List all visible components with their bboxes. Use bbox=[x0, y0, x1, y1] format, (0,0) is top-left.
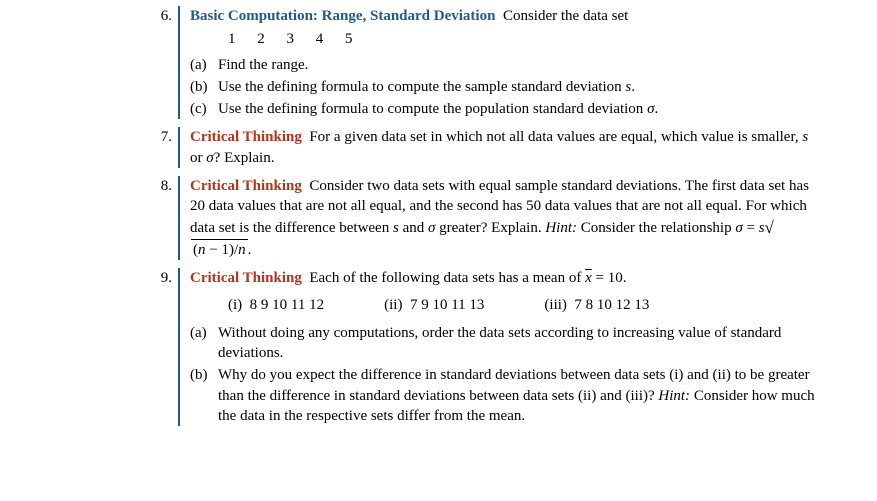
problem-lead: Consider the data set bbox=[503, 8, 628, 24]
data-values: 1 2 3 4 5 bbox=[190, 29, 817, 49]
problem-7: 7. Critical Thinking For a given data se… bbox=[150, 127, 817, 168]
roman-datasets: (i) 8 9 10 11 12 (ii) 7 9 10 11 13 (iii)… bbox=[190, 295, 817, 315]
problem-number: 9. bbox=[150, 268, 178, 426]
subpart-b: (b) Use the defining formula to compute … bbox=[190, 77, 817, 97]
problem-title: Critical Thinking bbox=[190, 178, 302, 194]
subpart-c-text: Use the defining formula to compute the … bbox=[218, 99, 817, 119]
problem-number: 6. bbox=[150, 6, 178, 119]
problem-8: 8. Critical Thinking Consider two data s… bbox=[150, 176, 817, 261]
problem-body: Basic Computation: Range, Standard Devia… bbox=[178, 6, 817, 119]
problem-number: 7. bbox=[150, 127, 178, 168]
subpart-b: (b) Why do you expect the difference in … bbox=[190, 365, 817, 426]
subpart-a: (a) Find the range. bbox=[190, 55, 817, 75]
problem-body: Critical Thinking Each of the following … bbox=[178, 268, 817, 426]
subpart-a: (a) Without doing any computations, orde… bbox=[190, 323, 817, 364]
problem-body: Critical Thinking Consider two data sets… bbox=[178, 176, 817, 261]
problem-title: Critical Thinking bbox=[190, 270, 302, 286]
dataset-iii: (iii) 7 8 10 12 13 bbox=[544, 295, 649, 315]
dataset-i: (i) 8 9 10 11 12 bbox=[228, 295, 324, 315]
problem-title: Basic Computation: Range, Standard Devia… bbox=[190, 8, 495, 24]
problem-6: 6. Basic Computation: Range, Standard De… bbox=[150, 6, 817, 119]
problem-9: 9. Critical Thinking Each of the followi… bbox=[150, 268, 817, 426]
subpart-c: (c) Use the defining formula to compute … bbox=[190, 99, 817, 119]
problem-body: Critical Thinking For a given data set i… bbox=[178, 127, 817, 168]
problem-9-lead: Each of the following data sets has a me… bbox=[309, 270, 626, 286]
dataset-ii: (ii) 7 9 10 11 13 bbox=[384, 295, 484, 315]
problem-number: 8. bbox=[150, 176, 178, 261]
problem-title: Critical Thinking bbox=[190, 129, 302, 145]
subpart-b-text: Use the defining formula to compute the … bbox=[218, 77, 817, 97]
subpart-9b-text: Why do you expect the difference in stan… bbox=[218, 365, 817, 426]
